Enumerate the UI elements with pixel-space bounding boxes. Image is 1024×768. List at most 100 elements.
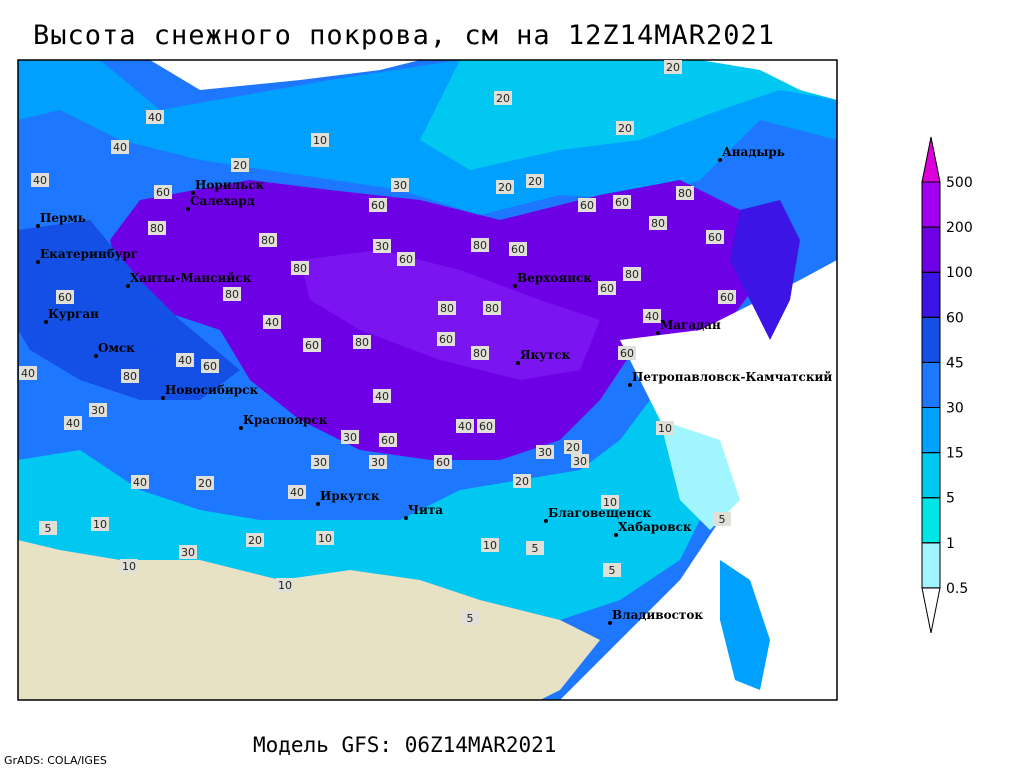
contour-label-box [713,512,731,526]
city-label: Ханты-Мансийск [130,271,252,285]
city-marker [36,260,40,264]
contour-label-box [121,369,139,383]
contour-label-box [613,195,631,209]
contour-label-box [618,346,636,360]
city-marker [544,519,548,523]
contour-label: 10 [658,422,672,435]
contour-label: 20 [528,175,542,188]
contour-label-box [341,430,359,444]
contour-label-box [64,416,82,430]
contour-label-box [291,261,309,275]
contour-label-box [397,252,415,266]
contour-label: 60 [600,282,614,295]
contour-label: 40 [21,367,35,380]
contour-label: 5 [532,542,539,555]
colorbar-box [921,542,941,589]
contour-label: 10 [603,496,617,509]
sakhalin [660,420,740,530]
city-marker [516,361,520,365]
city-marker [94,354,98,358]
contour-label-box [196,476,214,490]
steppe-land [18,540,600,700]
contour-label-box [526,174,544,188]
contour-label: 30 [91,404,105,417]
city-label: Владивосток [612,608,703,622]
contour-label-box [369,455,387,469]
contour-label: 80 [355,336,369,349]
contour-label-box [483,301,501,315]
contour-label: 80 [150,222,164,235]
contour-label: 40 [375,390,389,403]
contour-label: 40 [148,111,162,124]
contour-label: 60 [371,199,385,212]
contour-label: 80 [473,239,487,252]
contour-label-box [471,346,489,360]
contour-label-box [146,110,164,124]
contour-label: 30 [538,446,552,459]
colorbar-cap-low [921,587,941,633]
city-marker [36,224,40,228]
city-label: Норильск [195,178,265,192]
contour-label: 60 [203,360,217,373]
contour-label-box [643,309,661,323]
contour-label: 40 [113,141,127,154]
contour-label-box [369,198,387,212]
contour-label: 30 [375,240,389,253]
contour-label-box [603,563,621,577]
contour-label: 30 [371,456,385,469]
colorbar-label: 500 [946,175,973,191]
contour-label: 30 [181,546,195,559]
credit: GrADS: COLA/IGES [4,754,107,767]
contour-label: 60 [305,339,319,352]
contour-label-box [201,359,219,373]
city-marker [161,396,165,400]
contour-label: 60 [720,291,734,304]
contour-label-box [111,140,129,154]
contour-label: 5 [719,513,726,526]
colorbar-box [921,271,941,318]
contour-label: 80 [440,302,454,315]
contour-label: 30 [313,456,327,469]
contour-label-box [373,389,391,403]
contour-label-box [303,338,321,352]
city-label: Магадан [660,318,721,332]
contour-label-box [513,474,531,488]
contour-label: 40 [33,174,47,187]
contour-label-box [649,216,667,230]
contour-label: 60 [511,243,525,256]
contour-label-box [438,301,456,315]
contour-label-box [259,233,277,247]
contour-label-box [56,290,74,304]
contour-label-box [578,198,596,212]
city-marker [316,502,320,506]
arctic-sea [150,60,420,90]
contour-label-box [246,533,264,547]
contour-label: 20 [198,477,212,490]
colorbar-box [921,316,941,363]
contour-label: 30 [573,455,587,468]
colorbar-label: 100 [946,265,973,281]
map-frame [17,59,838,701]
city-marker [628,383,632,387]
contour-label: 40 [290,486,304,499]
contour-label-box [481,538,499,552]
city-label: Красноярск [243,413,328,427]
title: Высота снежного покрова, см на 12Z14MAR2… [33,20,775,51]
contour-label-box [131,475,149,489]
contour-label-box [288,485,306,499]
city-label: Петропавловск-Камчатский [632,370,832,384]
contour-label-box [311,133,329,147]
contour-label-box [564,440,582,454]
city-marker [44,320,48,324]
contour-label-box [676,186,694,200]
contour-label-box [231,158,249,172]
contour-label: 20 [496,92,510,105]
contour-label-box [656,421,674,435]
contour-label-box [706,230,724,244]
city-label: Якутск [520,348,571,362]
contour-label-box [91,517,109,531]
contour-label: 20 [515,475,529,488]
contour-label-box [373,239,391,253]
